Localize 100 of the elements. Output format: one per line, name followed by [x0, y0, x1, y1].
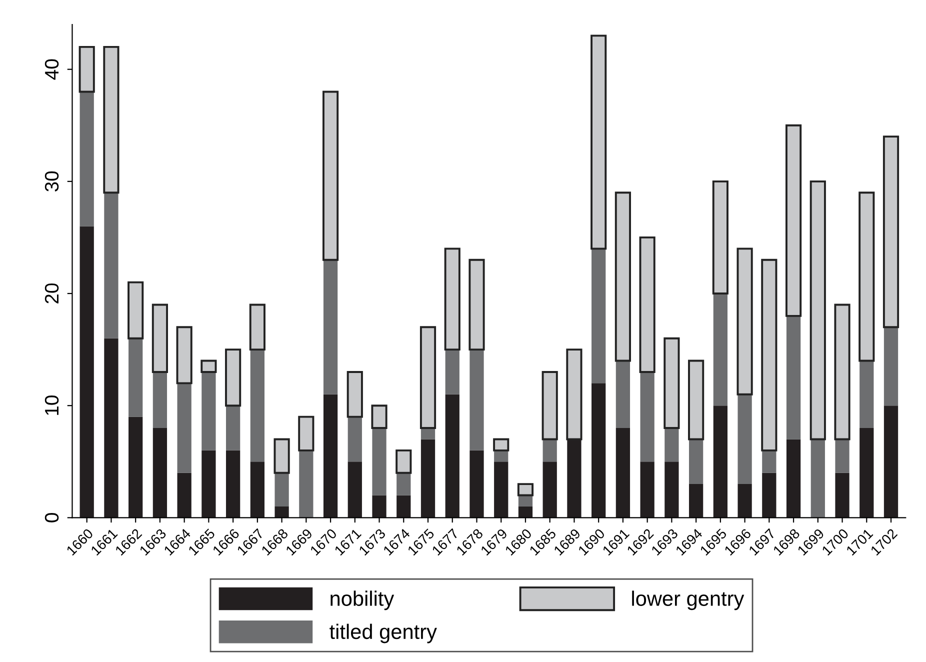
bar	[518, 495, 533, 506]
bar	[396, 472, 411, 496]
bar	[664, 428, 679, 462]
bar	[884, 327, 898, 406]
bar	[226, 450, 240, 518]
bar	[372, 495, 386, 518]
bar	[616, 360, 630, 428]
bar	[444, 248, 460, 351]
bar	[177, 472, 192, 518]
legend-label: nobility	[330, 590, 394, 610]
bar	[225, 348, 242, 407]
bar	[371, 404, 388, 429]
bar	[470, 450, 484, 518]
bar	[640, 462, 654, 518]
bar	[250, 462, 264, 518]
bar	[128, 338, 143, 417]
bar	[322, 90, 339, 261]
bar	[445, 350, 460, 394]
bar	[176, 326, 192, 384]
bar	[786, 316, 801, 440]
bar	[420, 439, 436, 518]
bar	[542, 370, 558, 440]
bar	[202, 450, 216, 518]
bar	[104, 192, 118, 338]
bar	[396, 495, 411, 518]
bar	[542, 462, 557, 518]
bar	[202, 372, 216, 450]
bar	[639, 236, 656, 373]
bar	[688, 360, 704, 440]
bar	[128, 281, 144, 340]
bar	[810, 180, 826, 440]
bar	[348, 462, 362, 518]
bar	[396, 449, 412, 474]
bar	[712, 180, 728, 294]
bar	[834, 304, 850, 440]
y-tick-label: 20	[44, 283, 59, 304]
bar	[200, 360, 217, 373]
bar	[420, 326, 436, 429]
bar	[785, 124, 802, 317]
bar	[860, 428, 874, 518]
bar	[664, 337, 680, 429]
bar	[493, 438, 510, 452]
bar	[835, 472, 850, 518]
bar	[590, 34, 607, 250]
bar	[80, 92, 94, 226]
bar	[860, 360, 874, 428]
bar	[152, 304, 168, 373]
bar	[738, 484, 752, 518]
bar	[299, 450, 314, 518]
bar	[688, 484, 704, 518]
y-tick-label: 30	[44, 171, 59, 192]
bar	[468, 258, 485, 351]
y-tick-label: 10	[44, 396, 59, 415]
bar	[323, 394, 338, 518]
bar	[761, 258, 778, 452]
bar	[518, 506, 533, 518]
bar	[616, 428, 630, 518]
bar	[810, 439, 825, 518]
bar	[736, 248, 753, 396]
bar	[713, 406, 728, 518]
bar	[445, 394, 460, 518]
bar	[517, 483, 534, 496]
bar	[470, 350, 484, 450]
bar	[835, 439, 850, 473]
bar	[762, 472, 776, 518]
bar	[152, 428, 168, 518]
bar	[738, 394, 752, 484]
bar	[592, 383, 606, 518]
bar	[249, 304, 266, 351]
y-tick-label: 40	[44, 59, 59, 80]
bar	[346, 370, 363, 418]
bar	[688, 439, 704, 484]
y-tick-label: 0	[44, 513, 59, 522]
bar	[78, 46, 95, 93]
bar	[274, 506, 289, 518]
bar	[664, 462, 679, 518]
bar	[786, 439, 801, 518]
bar	[250, 350, 264, 462]
bar	[884, 406, 898, 518]
bar	[614, 192, 631, 362]
bar	[762, 450, 776, 473]
bar	[103, 46, 120, 194]
bar	[858, 192, 875, 362]
bar	[128, 416, 143, 518]
bar	[542, 439, 557, 462]
bar	[372, 428, 386, 496]
bar	[274, 438, 290, 474]
bar	[592, 248, 606, 384]
legend-label: lower gentry	[632, 590, 744, 610]
bar	[494, 462, 508, 518]
bar	[348, 416, 362, 462]
bar	[274, 472, 289, 506]
bar	[640, 372, 654, 462]
bar	[226, 406, 240, 450]
legend-label: titled gentry	[330, 624, 437, 644]
bar	[298, 416, 314, 452]
bar	[713, 294, 728, 406]
bar	[152, 372, 168, 428]
bar	[882, 136, 900, 328]
bar	[177, 383, 192, 473]
